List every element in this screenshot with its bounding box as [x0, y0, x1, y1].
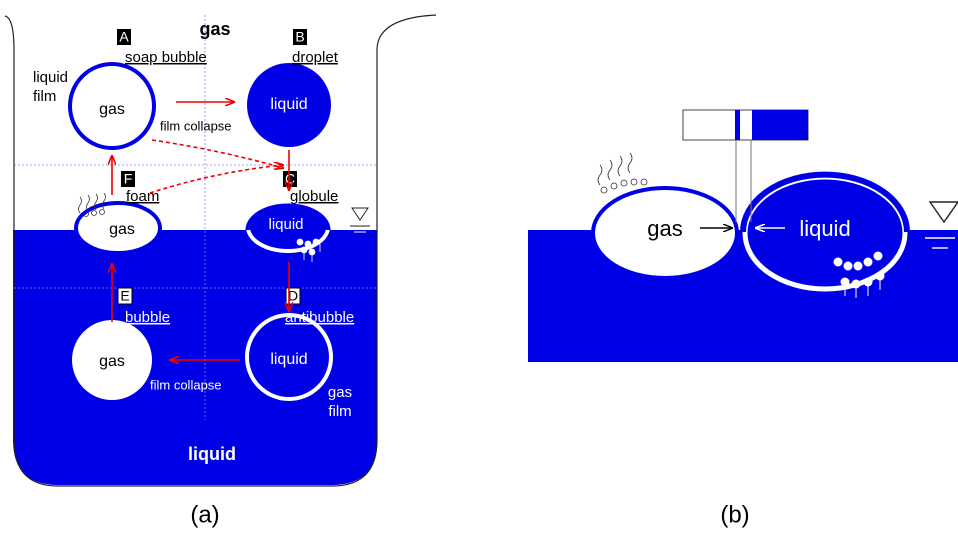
inner-label: liquid [268, 216, 303, 233]
surfactant-part [611, 183, 617, 189]
surfactant-part [844, 262, 852, 270]
inner-label: gas [109, 221, 135, 238]
surfactant-part [876, 272, 884, 280]
figure: gas liquid A soap bubble gas liquid film… [0, 0, 958, 534]
state-name: soap bubble [125, 49, 207, 66]
arrow-part [150, 165, 283, 193]
state-name: antibubble [285, 309, 354, 326]
state-letter: C [285, 171, 295, 187]
inner-label: liquid [270, 351, 307, 368]
surfactant-part [598, 165, 602, 185]
liquid-label: liquid [188, 444, 236, 464]
transition-label: film collapse [160, 118, 232, 133]
state-name: bubble [125, 309, 170, 326]
film-label: film [328, 403, 351, 420]
state-name: droplet [292, 49, 339, 66]
surfactant-part [79, 197, 82, 213]
probe-part [752, 110, 808, 140]
state-letter: E [120, 288, 129, 304]
state-letter: B [295, 29, 304, 45]
state-name: globule [290, 188, 338, 205]
water-level-part [930, 202, 958, 222]
film-label: liquid [33, 69, 68, 86]
gas-label: gas [647, 216, 682, 241]
surfactant-part [874, 252, 882, 260]
surfactant-part [854, 262, 862, 270]
surfactant-part [313, 239, 319, 245]
caption: (b) [720, 501, 749, 528]
liquid-label: liquid [799, 216, 850, 241]
panel-a: gas liquid A soap bubble gas liquid film… [5, 15, 436, 528]
panel-b: gas liquid (b) [528, 110, 958, 528]
surfactant-part [641, 179, 647, 185]
surfactant-part [601, 187, 607, 193]
surfactant-part [628, 153, 632, 173]
surfactant-part [631, 179, 637, 185]
surfactant-part [305, 241, 311, 247]
surfactant [598, 153, 647, 193]
arrow-part [152, 140, 283, 168]
inner-label: gas [99, 353, 125, 370]
film-label: gas [328, 384, 352, 401]
film-label: film [33, 88, 56, 105]
surfactant-part [864, 258, 872, 266]
surfactant-part [608, 160, 612, 180]
surfactant-part [834, 258, 842, 266]
inner-label: gas [99, 101, 125, 118]
state-letter: A [119, 29, 129, 45]
state-name: foam [126, 188, 159, 205]
inner-label: liquid [270, 96, 307, 113]
caption: (a) [190, 501, 219, 528]
surfactant-part [621, 180, 627, 186]
surfactant-part [864, 278, 872, 286]
water-level [350, 208, 370, 232]
surfactant-part [297, 239, 303, 245]
state-letter: F [124, 171, 133, 187]
gas-label: gas [199, 19, 230, 39]
transition-label: film collapse [150, 377, 222, 392]
water-level-part [352, 208, 368, 220]
surfactant-part [618, 156, 622, 176]
surfactant-part [852, 280, 860, 288]
surfactant-part [841, 278, 849, 286]
probe-part [735, 110, 740, 140]
